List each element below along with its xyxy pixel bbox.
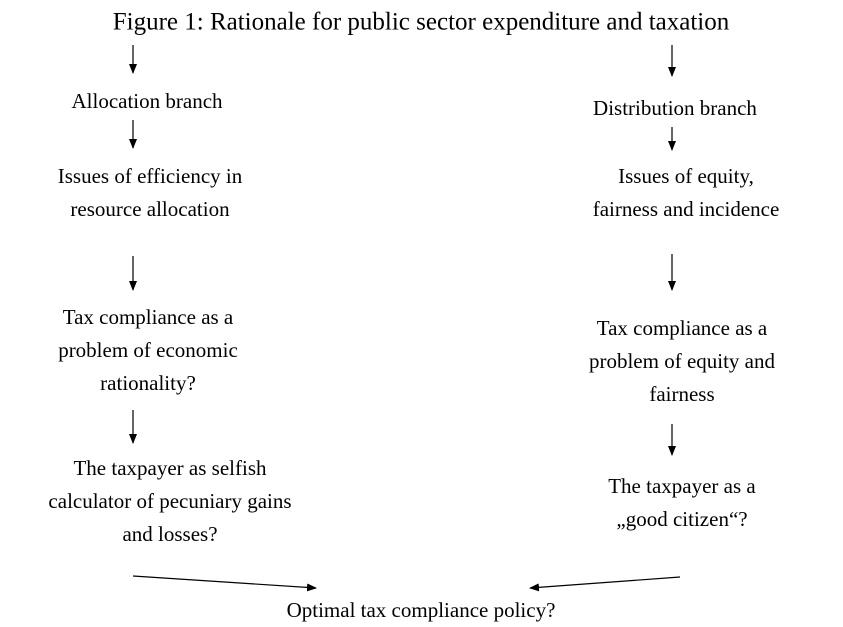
node-text: calculator of pecuniary gains [48, 489, 291, 513]
arrow [132, 575, 317, 592]
node-text: Tax compliance as a [63, 305, 234, 329]
node-text: resource allocation [70, 197, 230, 221]
arrow [529, 576, 681, 592]
node-text: rationality? [100, 371, 196, 395]
node-text: Tax compliance as a [597, 316, 768, 340]
left-branch: Allocation branch [71, 89, 223, 113]
node-text: „good citizen“? [616, 507, 747, 531]
nodes: Issues of efficiency in resource allocati… [48, 164, 779, 546]
node-text: Issues of efficiency in [58, 164, 243, 188]
node-text: The taxpayer as a [608, 474, 756, 498]
node-text: The taxpayer as selfish [73, 456, 267, 480]
title: Figure 1: Rationale for public sector ex… [113, 9, 730, 36]
node-text: problem of equity and [589, 349, 776, 373]
node-text: fairness [649, 382, 714, 406]
node-text: and losses? [122, 522, 217, 546]
node-text: fairness and incidence [593, 197, 780, 221]
node-text: problem of economic [58, 338, 238, 362]
node-text: Issues of equity, [618, 164, 754, 188]
result: Optimal tax compliance policy? [287, 598, 556, 622]
arrows [129, 45, 681, 592]
right-branch: Distribution branch [593, 96, 757, 120]
